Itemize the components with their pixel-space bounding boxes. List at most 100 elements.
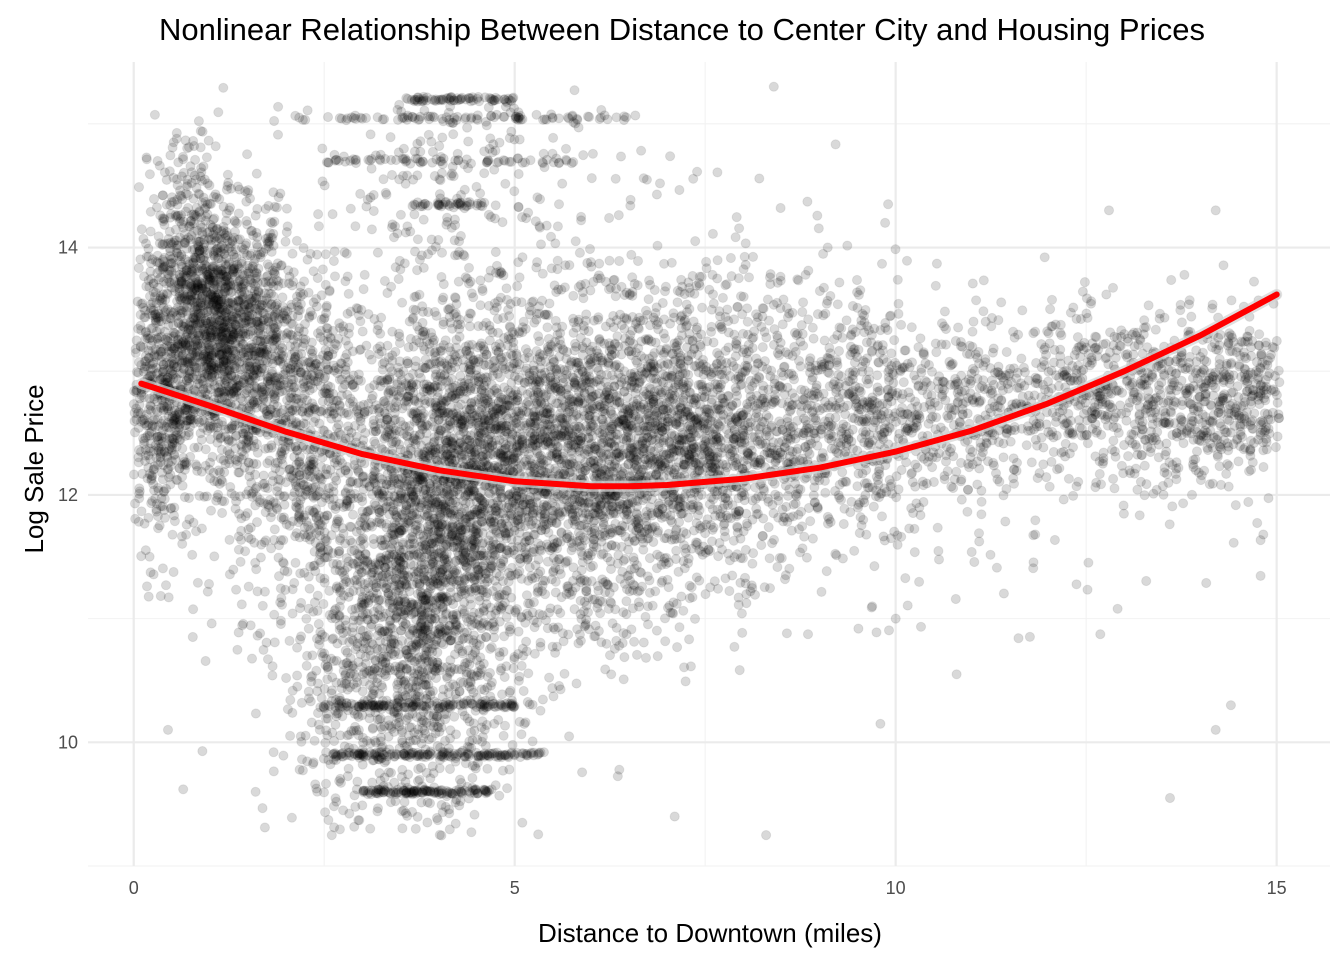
- scatter-point: [309, 735, 320, 746]
- scatter-point: [189, 384, 200, 395]
- scatter-point: [357, 800, 368, 811]
- scatter-point: [337, 635, 348, 646]
- scatter-point: [156, 395, 167, 406]
- scatter-point: [180, 188, 192, 199]
- scatter-point: [221, 226, 232, 238]
- scatter-point: [265, 217, 276, 228]
- scatter-point: [196, 163, 207, 174]
- scatter-point: [207, 369, 218, 380]
- scatter-point: [219, 294, 230, 305]
- scatter-point: [268, 291, 279, 302]
- scatter-point: [146, 258, 157, 269]
- scatter-point: [139, 271, 150, 282]
- scatter-point: [174, 407, 185, 418]
- scatter-point: [180, 237, 191, 248]
- scatter-point: [184, 353, 196, 364]
- scatter-point: [186, 345, 197, 356]
- scatter-point: [230, 244, 241, 255]
- scatter-point: [246, 653, 258, 664]
- scatter-point: [135, 254, 146, 265]
- scatter-point: [300, 410, 311, 422]
- scatter-point: [220, 322, 231, 333]
- scatter-point: [153, 338, 164, 349]
- scatter-point: [226, 263, 237, 275]
- scatter-point: [226, 388, 237, 399]
- scatter-point: [523, 668, 534, 679]
- scatter-point: [288, 491, 299, 502]
- scatter-point: [252, 335, 263, 346]
- scatter-point: [516, 729, 527, 740]
- scatter-point: [223, 297, 235, 308]
- scatter-point: [227, 326, 238, 337]
- scatter-point: [233, 627, 244, 638]
- scatter-point: [338, 326, 349, 337]
- scatter-point: [249, 364, 260, 376]
- scatter-point: [521, 590, 533, 601]
- scatter-point: [172, 475, 183, 486]
- scatter-point: [233, 544, 244, 555]
- scatter-point: [264, 237, 275, 248]
- scatter-point: [379, 275, 390, 287]
- scatter-point: [152, 306, 164, 317]
- scatter-point: [254, 249, 266, 260]
- scatter-point: [366, 224, 377, 235]
- scatter-point: [141, 152, 152, 163]
- scatter-point: [255, 552, 266, 563]
- scatter-point: [223, 285, 234, 296]
- scatter-point: [224, 569, 235, 580]
- scatter-point: [211, 319, 222, 330]
- scatter-point: [278, 512, 290, 523]
- scatter-point: [145, 454, 156, 465]
- scatter-point: [147, 421, 158, 432]
- scatter-point: [199, 245, 210, 256]
- scatter-point: [155, 343, 166, 354]
- scatter-point: [266, 246, 277, 257]
- scatter-point: [160, 580, 172, 591]
- scatter-point: [395, 606, 406, 618]
- scatter-point: [273, 309, 284, 320]
- scatter-point: [140, 545, 151, 556]
- scatter-point: [329, 271, 341, 282]
- scatter-point: [393, 273, 404, 285]
- scatter-point: [226, 335, 238, 346]
- scatter-point: [284, 271, 295, 282]
- scatter-point: [185, 451, 196, 462]
- scatter-point: [170, 412, 182, 423]
- scatter-point: [208, 358, 219, 369]
- scatter-point: [249, 350, 260, 361]
- scatter-point: [258, 498, 270, 509]
- scatter-point: [222, 169, 233, 180]
- scatter-point: [307, 383, 318, 394]
- scatter-point: [147, 470, 158, 481]
- scatter-point: [206, 337, 217, 348]
- scatter-point: [194, 490, 205, 501]
- scatter-point: [477, 736, 488, 747]
- scatter-point: [257, 295, 268, 306]
- scatter-point: [188, 271, 199, 282]
- scatter-point: [432, 815, 443, 826]
- scatter-point: [286, 812, 297, 823]
- scatter-point: [228, 387, 239, 398]
- scatter-point: [320, 737, 331, 748]
- scatter-point: [193, 116, 204, 127]
- scatter-point: [482, 682, 493, 693]
- scatter-point: [322, 323, 333, 334]
- scatter-point: [305, 362, 317, 373]
- scatter-point: [213, 107, 224, 118]
- scatter-point: [156, 351, 167, 362]
- scatter-point: [212, 422, 223, 433]
- scatter-point: [305, 696, 316, 707]
- scatter-point: [168, 137, 179, 148]
- scatter-point: [209, 551, 220, 562]
- scatter-point: [206, 618, 217, 629]
- scatter-point: [227, 332, 238, 343]
- scatter-point: [265, 512, 276, 523]
- scatter-point: [171, 240, 182, 251]
- scatter-point: [221, 282, 232, 293]
- scatter-point: [190, 253, 201, 264]
- scatter-point: [205, 457, 216, 468]
- scatter-point: [252, 317, 264, 328]
- scatter-point: [269, 340, 280, 351]
- scatter-point: [163, 238, 174, 249]
